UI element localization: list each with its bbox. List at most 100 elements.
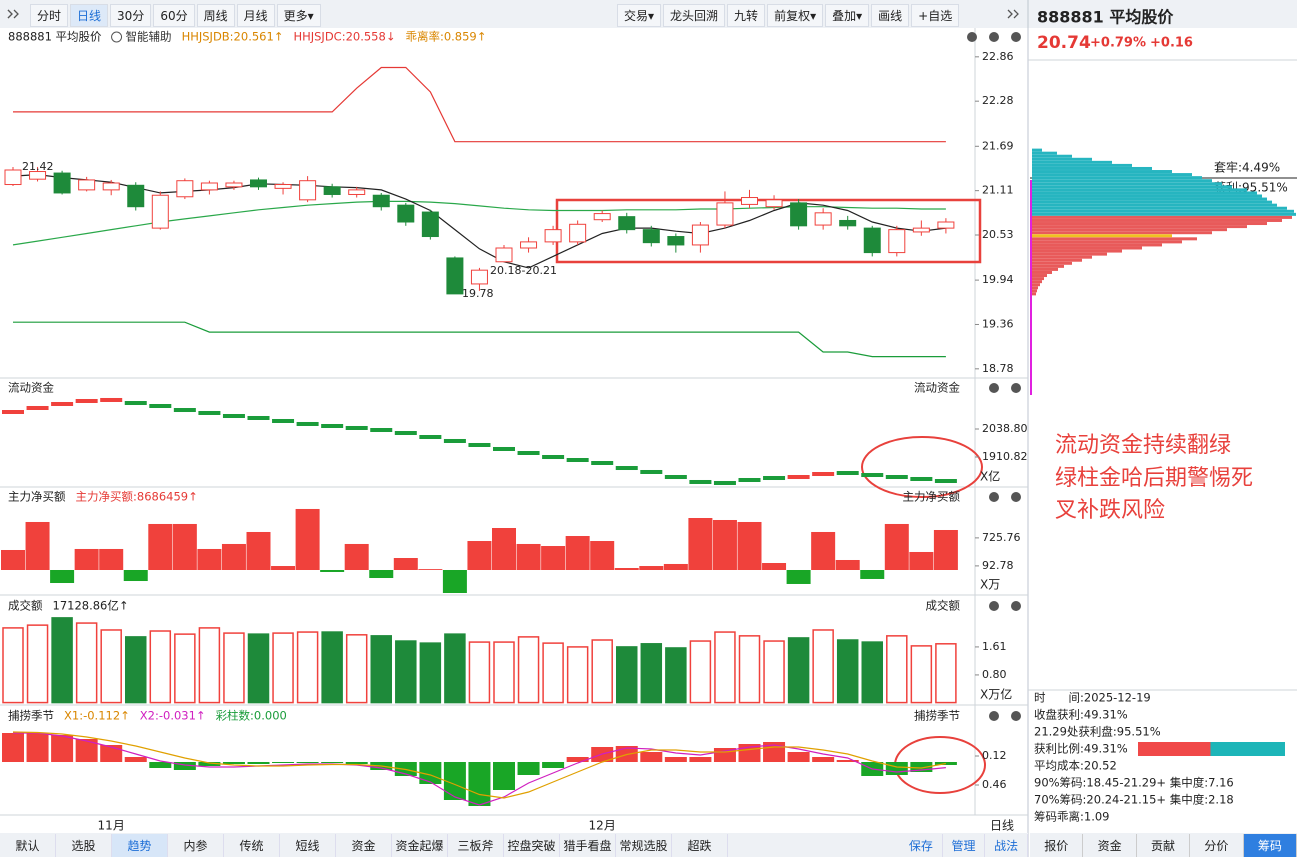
panel-header: 捕捞季节 <box>8 709 54 723</box>
panel-icon[interactable] <box>989 601 999 611</box>
bottom-tab[interactable]: 资金起爆 <box>392 833 448 857</box>
toolbar-button[interactable]: 龙头回溯 <box>663 4 726 27</box>
histogram-bar <box>517 762 540 775</box>
toolbar-button[interactable]: 60分 <box>153 4 195 27</box>
candle-body <box>569 223 587 243</box>
flow-dash <box>885 475 908 480</box>
panel-tab[interactable]: 筹码 <box>1243 833 1297 857</box>
net-buy-bar <box>320 569 345 572</box>
candle-body <box>200 182 218 191</box>
unit-label: X万亿 <box>980 687 1012 702</box>
toolbar-button[interactable]: 月线 <box>236 4 275 27</box>
volume-bar <box>493 641 515 704</box>
panel-tab[interactable]: 贡献 <box>1137 833 1191 857</box>
histogram-bar <box>272 762 295 763</box>
candle-body <box>667 236 685 246</box>
bottom-tab[interactable]: 常规选股 <box>616 833 672 857</box>
price-annotation: 21.42 <box>22 160 54 173</box>
chip-bar <box>1032 154 1072 158</box>
chip-bar <box>1032 157 1092 161</box>
volume-bar <box>149 630 172 704</box>
net-buy-bar <box>516 543 541 570</box>
toolbar-button[interactable]: 画线 <box>871 4 910 27</box>
histogram-bar <box>542 762 565 768</box>
panel-icon[interactable] <box>989 711 999 721</box>
toolbar-button[interactable]: 更多▾ <box>276 4 321 27</box>
panel-icon[interactable] <box>967 32 977 42</box>
candle-body <box>863 227 881 254</box>
candle-body <box>421 211 439 238</box>
flow-dash <box>615 466 638 471</box>
chip-bar <box>1032 261 1072 265</box>
flow-dash <box>812 472 835 477</box>
bottom-tab[interactable]: 三板斧 <box>448 833 504 857</box>
toolbar-button[interactable]: 分时 <box>30 4 69 27</box>
y-tick-label: 92.78 <box>982 559 1014 572</box>
net-buy-bar <box>369 569 394 579</box>
chip-bar <box>1032 231 1212 235</box>
panel-tab[interactable]: 分价 <box>1190 833 1244 857</box>
assist-icon[interactable] <box>111 31 123 43</box>
toolbar-button[interactable]: 30分 <box>110 4 152 27</box>
net-buy-bar <box>835 559 860 570</box>
panel-icon[interactable] <box>989 32 999 42</box>
bottom-tab[interactable]: 控盘突破 <box>504 833 560 857</box>
panel-icon[interactable] <box>1011 492 1021 502</box>
trapped-label: 套牢:4.49% <box>1214 160 1280 175</box>
histogram-bar <box>26 733 49 762</box>
chip-bar <box>1032 267 1058 271</box>
panel-header: 乖离率:0.859↑ <box>405 30 486 44</box>
panel-tab[interactable]: 资金 <box>1083 833 1137 857</box>
net-buy-bar <box>884 523 909 570</box>
bottom-tab[interactable]: 内参 <box>168 833 224 857</box>
y-tick-label: 20.53 <box>982 228 1014 241</box>
bottom-tab[interactable]: 选股 <box>56 833 112 857</box>
candle-body <box>937 221 955 229</box>
toolbar-button[interactable]: 九转 <box>727 4 766 27</box>
flow-dash <box>198 410 221 415</box>
panel-icon[interactable] <box>989 492 999 502</box>
flow-dash <box>443 438 466 443</box>
bottom-tab[interactable]: 短线 <box>280 833 336 857</box>
volume-bar <box>321 631 343 704</box>
toolbar-button[interactable]: 前复权▾ <box>767 4 824 27</box>
flow-dash <box>542 455 565 460</box>
bottom-tab[interactable]: 趋势 <box>112 833 168 857</box>
price-annotation: 19.78 <box>462 287 494 300</box>
collapse-icon[interactable] <box>1007 9 1019 19</box>
net-buy-bar <box>860 569 885 579</box>
bottom-tab[interactable]: 猎手看盘 <box>560 833 616 857</box>
toolbar-button[interactable]: 叠加▾ <box>825 4 870 27</box>
volume-bar <box>836 639 859 704</box>
panel-icon[interactable] <box>1011 32 1021 42</box>
toolbar-button[interactable]: +自选 <box>911 4 960 27</box>
bottom-tab[interactable]: 默认 <box>0 833 56 857</box>
panel-icon[interactable] <box>1011 383 1021 393</box>
chip-bar <box>1032 270 1052 274</box>
y-tick-label: 21.11 <box>982 184 1014 197</box>
panel-icon[interactable] <box>989 383 999 393</box>
bottom-action[interactable]: 保存 <box>900 833 943 857</box>
panel-icon[interactable] <box>1011 601 1021 611</box>
chip-info: 平均成本:20.52 <box>1034 759 1117 773</box>
expand-icon[interactable] <box>7 9 19 19</box>
panel-tab[interactable]: 报价 <box>1030 833 1084 857</box>
panel-header: X2:-0.031↑ <box>140 709 206 723</box>
bottom-tab[interactable]: 超跌 <box>672 833 728 857</box>
volume-bar <box>51 617 73 704</box>
bottom-action[interactable]: 管理 <box>943 833 986 857</box>
toolbar-button[interactable]: 周线 <box>196 4 235 27</box>
net-buy-bar <box>1 549 25 570</box>
toolbar-button[interactable]: 日线 <box>70 4 109 27</box>
bottom-tab[interactable]: 传统 <box>224 833 280 857</box>
chip-bar <box>1032 286 1038 290</box>
bottom-tabs: 默认 选股 趋势 内参 传统 短线 资金 资金起爆 三板斧 控盘突破 猎手看盘 常规选股 超跌 <box>0 833 900 857</box>
annotation-text: 叉补跌风险 <box>1055 498 1165 523</box>
net-buy-bar <box>393 558 418 570</box>
panel-icon[interactable] <box>1011 711 1021 721</box>
bottom-tab[interactable]: 资金 <box>336 833 392 857</box>
candle-body <box>520 241 538 249</box>
flow-dash <box>247 415 270 420</box>
bottom-action[interactable]: 战法 <box>985 833 1029 857</box>
toolbar-button[interactable]: 交易▾ <box>617 4 662 27</box>
